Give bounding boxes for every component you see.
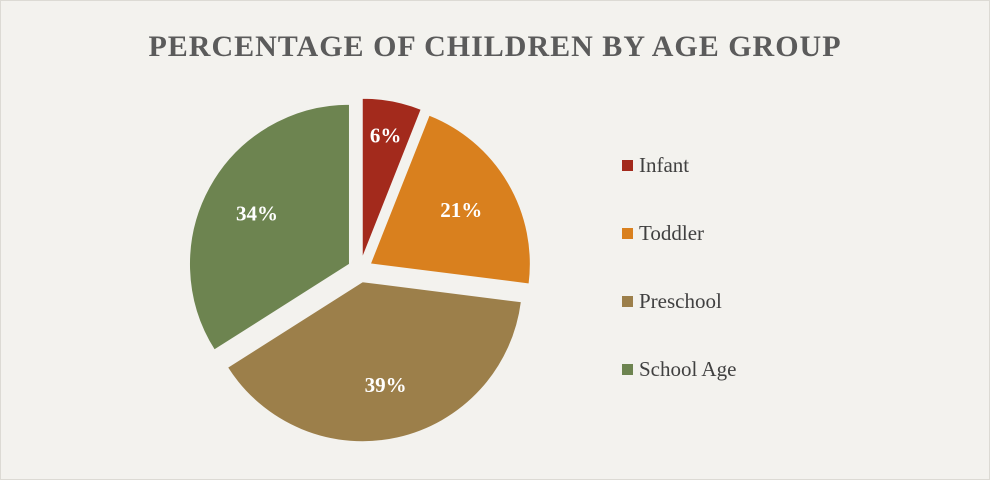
legend-label: Infant (639, 152, 690, 177)
legend-swatch (622, 159, 633, 171)
legend-swatch (622, 295, 633, 307)
legend: Infant Toddler Preschool School Age (622, 148, 736, 420)
legend-label: Preschool (639, 288, 722, 313)
legend-item-preschool: Preschool (622, 284, 736, 318)
legend-item-toddler: Toddler (622, 216, 736, 250)
legend-item-school-age: School Age (622, 352, 736, 386)
label-toddler: 21% (440, 198, 482, 222)
slice-infant (361, 97, 422, 259)
chart-title: PERCENTAGE OF CHILDREN BY AGE GROUP (148, 30, 842, 63)
slice-preschool (226, 281, 522, 443)
legend-label: School Age (639, 356, 737, 381)
slice-toddler (369, 114, 531, 285)
legend-swatch (622, 227, 633, 239)
legend-label: Toddler (639, 220, 705, 245)
slice-school-age (189, 103, 350, 351)
label-school-age: 34% (236, 201, 278, 225)
label-preschool: 39% (365, 373, 407, 397)
label-infant: 6% (370, 124, 402, 148)
legend-item-infant: Infant (622, 148, 736, 182)
legend-swatch (622, 363, 633, 375)
